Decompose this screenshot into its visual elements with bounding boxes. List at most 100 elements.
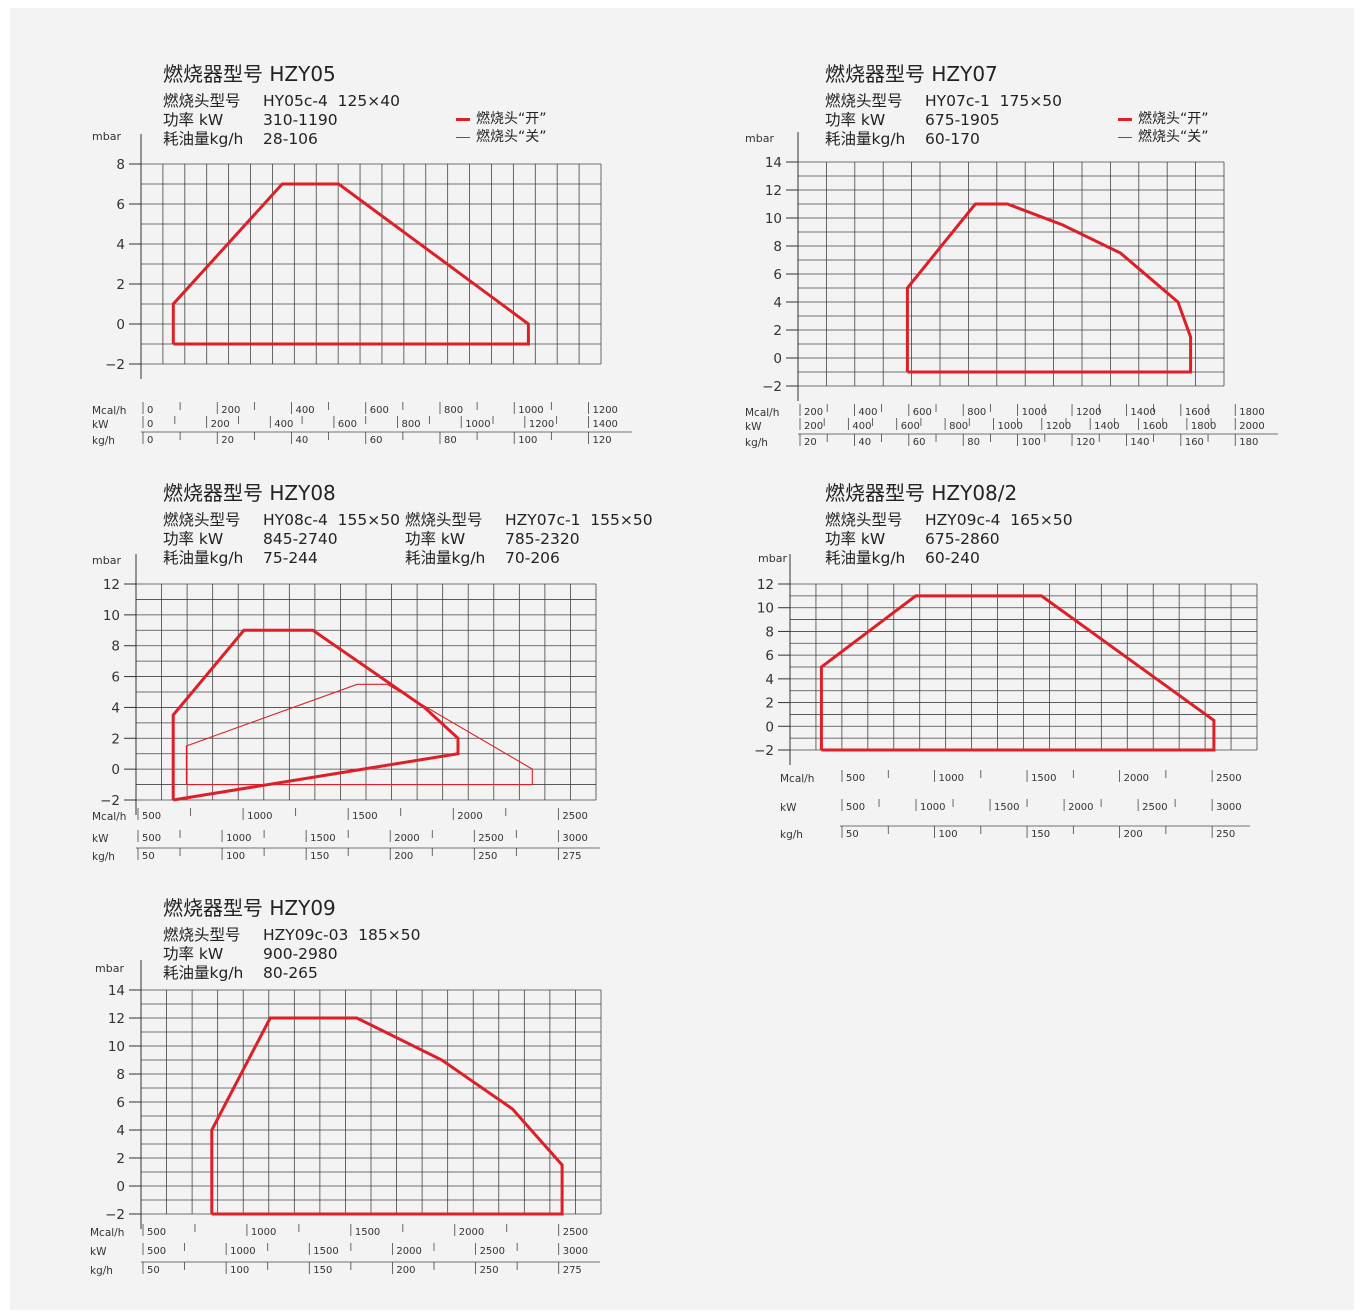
info-row: 燃烧头型号 HZY09c-03 185×50	[163, 926, 420, 945]
secondary-axis-name: kg/h	[92, 435, 115, 447]
secondary-tick-label: 400	[295, 405, 314, 416]
secondary-tick-label: 250	[480, 1265, 499, 1276]
y-tick-label: −2	[754, 743, 774, 759]
secondary-tick-label: 1500	[310, 833, 335, 844]
secondary-tick-label: 200	[1124, 829, 1143, 840]
info-value: HZY09c-03 185×50	[263, 926, 421, 944]
info-row: 功率 kW 310-1190	[163, 111, 400, 130]
chart-title: 燃烧器型号 HZY07	[825, 62, 998, 86]
y-tick-label: 14	[765, 155, 782, 171]
info-label: 燃烧头型号	[163, 511, 241, 529]
legend-item-off: 燃烧头“关”	[1118, 128, 1209, 146]
secondary-tick-label: 1000	[465, 419, 490, 430]
info-value: 675-2860	[925, 530, 1000, 548]
secondary-axis-name: kg/h	[90, 1265, 113, 1277]
y-axis-label: mbar	[758, 552, 787, 565]
secondary-tick-label: 1200	[529, 419, 554, 430]
chart-svg: −2 0 2 4 6 8 10 12 14 mbar Mcal/h 500 1000 1500 2000 25…	[90, 960, 602, 1277]
y-tick-label: 4	[111, 700, 120, 716]
secondary-tick-label: 40	[858, 437, 871, 448]
info-row: 功率 kW 900-2980	[163, 945, 420, 964]
secondary-tick-label: 1600	[1185, 407, 1210, 418]
chart-svg: −2 0 2 4 6 8 10 12 mbar Mcal/h 500 1000 1500 2000 2500…	[92, 554, 600, 863]
y-tick-label: 0	[116, 1179, 125, 1195]
secondary-axis-name: kg/h	[780, 829, 803, 841]
info-value: HZY07c-1 155×50	[505, 511, 653, 529]
info-value: 60-240	[925, 549, 980, 567]
y-tick-label: 2	[116, 1151, 125, 1167]
y-tick-label: 12	[103, 577, 120, 593]
secondary-tick-label: 1500	[994, 802, 1019, 813]
secondary-tick-label: 250	[1216, 829, 1235, 840]
y-tick-label: 12	[108, 1011, 125, 1027]
y-axis-label: mbar	[92, 130, 121, 143]
secondary-tick-label: 80	[967, 437, 980, 448]
secondary-tick-label: 2000	[457, 811, 482, 822]
y-tick-label: 8	[765, 624, 774, 640]
series-outline	[819, 594, 1216, 752]
info-value: 75-244	[263, 549, 318, 567]
secondary-tick-label: 500	[147, 1227, 166, 1238]
info-label: 功率 kW	[163, 111, 224, 129]
secondary-tick-label: 1400	[592, 419, 617, 430]
y-tick-label: 2	[765, 696, 774, 712]
y-tick-label: 6	[111, 670, 120, 686]
y-tick-label: 4	[116, 237, 125, 253]
info-label: 功率 kW	[825, 530, 886, 548]
secondary-tick-label: 60	[370, 435, 383, 446]
burner-info: 燃烧头型号 HY08c-4 155×50 功率 kW 845-2740 耗油量kg/h 7…	[163, 511, 400, 568]
legend-item-on: 燃烧头“开”	[1118, 110, 1209, 128]
secondary-tick-label: 500	[147, 1246, 166, 1257]
secondary-tick-label: 1200	[1046, 421, 1071, 432]
info-row: 功率 kW 675-1905	[825, 111, 1062, 130]
info-label: 功率 kW	[163, 530, 224, 548]
secondary-tick-label: 150	[310, 851, 329, 862]
y-tick-label: 12	[765, 183, 782, 199]
secondary-axis-name: kg/h	[92, 851, 115, 863]
secondary-tick-label: 2000	[1124, 773, 1149, 784]
secondary-axis-name: Mcal/h	[90, 1227, 124, 1239]
secondary-tick-label: 20	[804, 437, 817, 448]
secondary-axis-name: kW	[780, 802, 797, 814]
secondary-tick-label: 50	[147, 1265, 160, 1276]
y-tick-label: 8	[116, 157, 125, 173]
secondary-axis-name: Mcal/h	[92, 405, 126, 417]
secondary-tick-label: 3000	[563, 1246, 588, 1257]
info-label: 耗油量kg/h	[163, 549, 244, 567]
y-tick-label: 10	[103, 608, 120, 624]
y-tick-label: 6	[773, 267, 782, 283]
secondary-tick-label: 500	[142, 811, 161, 822]
legend-item-off: 燃烧头“关”	[456, 128, 547, 146]
info-row: 燃烧头型号 HY05c-4 125×40	[163, 92, 400, 111]
secondary-tick-label: 1400	[1130, 407, 1155, 418]
secondary-tick-label: 1000	[939, 773, 964, 784]
secondary-tick-label: 100	[939, 829, 958, 840]
chart-title: 燃烧器型号 HZY08/2	[825, 481, 1018, 505]
legend: 燃烧头“开” 燃烧头“关”	[456, 110, 547, 146]
secondary-tick-label: 400	[274, 419, 293, 430]
secondary-axis-name: Mcal/h	[745, 407, 779, 419]
info-row: 耗油量kg/h 70-206	[405, 549, 653, 568]
info-label: 耗油量kg/h	[825, 130, 906, 148]
chart-svg: −2 0 2 4 6 8 10 12 mbar Mcal/h 500 1000 1500 2000 2500…	[754, 552, 1258, 841]
info-value: 845-2740	[263, 530, 338, 548]
y-tick-label: −2	[105, 357, 125, 373]
secondary-tick-label: 100	[1022, 437, 1041, 448]
secondary-tick-label: 60	[913, 437, 926, 448]
secondary-tick-label: 150	[313, 1265, 332, 1276]
info-label: 耗油量kg/h	[163, 964, 244, 982]
info-value: 675-1905	[925, 111, 1000, 129]
series-outline	[210, 1016, 564, 1216]
secondary-tick-label: 50	[846, 829, 859, 840]
info-value: 310-1190	[263, 111, 338, 129]
secondary-tick-label: 2500	[562, 811, 587, 822]
info-label: 功率 kW	[825, 111, 886, 129]
info-row: 燃烧头型号 HZY07c-1 155×50	[405, 511, 653, 530]
y-tick-label: 2	[111, 731, 120, 747]
y-tick-label: 0	[116, 317, 125, 333]
info-value: HY07c-1 175×50	[925, 92, 1062, 110]
secondary-tick-label: 200	[211, 419, 230, 430]
secondary-tick-label: 600	[901, 421, 920, 432]
legend-swatch	[456, 136, 470, 138]
